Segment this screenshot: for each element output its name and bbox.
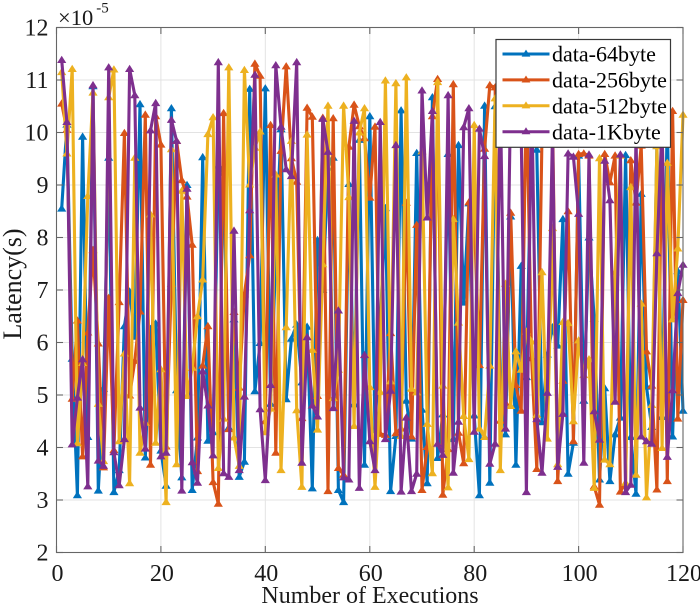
svg-text:Latency(s): Latency(s) <box>0 228 27 339</box>
svg-text:2: 2 <box>37 541 49 567</box>
svg-text:0: 0 <box>52 561 64 587</box>
svg-text:60: 60 <box>359 561 383 587</box>
svg-text:80: 80 <box>463 561 487 587</box>
svg-text:data-512byte: data-512byte <box>552 93 667 118</box>
svg-text:7: 7 <box>37 278 49 304</box>
svg-text:20: 20 <box>150 561 174 587</box>
svg-text:8: 8 <box>37 226 49 252</box>
svg-text:Number of Executions: Number of Executions <box>261 583 478 609</box>
svg-text:data-256byte: data-256byte <box>552 68 667 93</box>
svg-text:6: 6 <box>37 331 49 357</box>
svg-text:100: 100 <box>562 561 598 587</box>
svg-text:data-1Kbyte: data-1Kbyte <box>552 119 661 144</box>
svg-text:12: 12 <box>25 16 49 42</box>
svg-text:4: 4 <box>37 436 49 462</box>
svg-text:10: 10 <box>25 121 49 147</box>
svg-text:120: 120 <box>666 561 700 587</box>
svg-text:40: 40 <box>254 561 278 587</box>
svg-text:9: 9 <box>37 173 49 199</box>
svg-text:3: 3 <box>37 488 49 514</box>
svg-text:data-64byte: data-64byte <box>552 42 656 67</box>
svg-text:×10-5: ×10 -5 <box>58 0 109 30</box>
svg-text:11: 11 <box>25 68 48 94</box>
svg-text:5: 5 <box>37 383 49 409</box>
